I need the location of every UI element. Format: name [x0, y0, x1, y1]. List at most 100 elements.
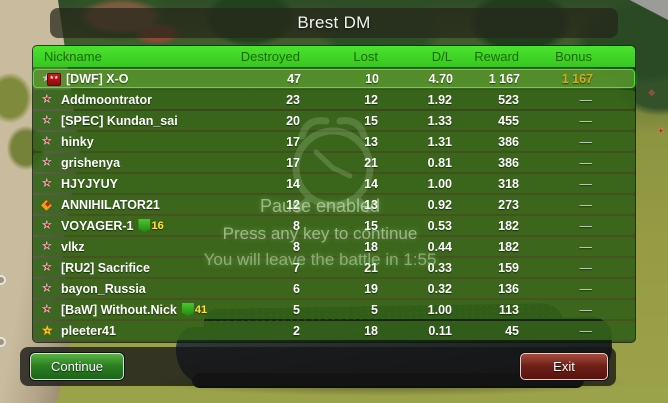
reward-value: 318: [498, 176, 519, 191]
level-shield-icon: [181, 303, 194, 316]
scoreboard-row[interactable]: pleeter41 2 18 0.11 45 —: [33, 321, 635, 340]
destroyed-value: 47: [287, 71, 301, 86]
dl-ratio-value: 0.81: [427, 155, 452, 170]
player-cell: bayon_Russia: [33, 282, 212, 296]
destroyed-value: 17: [286, 134, 300, 149]
rank-star-icon: [41, 114, 56, 128]
player-name: vlkz: [61, 239, 85, 254]
player-name: pleeter41: [61, 323, 116, 338]
player-name: [DWF] X-O: [66, 71, 129, 86]
player-cell: [SPEC] Kundan_sai: [33, 114, 212, 128]
dl-ratio-value: 1.33: [427, 113, 452, 128]
scoreboard-row[interactable]: [RU2] Sacrifice 7 21 0.33 159 —: [33, 258, 635, 277]
reward-value: 182: [498, 239, 519, 254]
scoreboard-row[interactable]: bayon_Russia 6 19 0.32 136 —: [33, 279, 635, 298]
red-marker-icon: ✦: [657, 126, 665, 136]
lost-value: 13: [364, 197, 378, 212]
destroyed-value: 5: [293, 302, 300, 317]
dl-ratio-value: 0.44: [427, 239, 452, 254]
rank-star-icon: [41, 135, 56, 149]
player-name: hinky: [61, 134, 94, 149]
player-cell: HJYJYUY: [33, 177, 212, 191]
player-cell: vlkz: [33, 240, 212, 254]
lost-value: 19: [364, 281, 378, 296]
destroyed-value: 23: [286, 92, 300, 107]
player-name: Addmoontrator: [61, 92, 152, 107]
rank-star-icon: [41, 303, 56, 317]
destroyed-value: 20: [286, 113, 300, 128]
dl-ratio-value: 0.33: [427, 260, 452, 275]
scoreboard-rows: [DWF] X-O 47 10 4.70 1 167 1 167 Addmoontrator…: [33, 69, 635, 340]
player-name: VOYAGER-1: [61, 218, 134, 233]
destroyed-value: 14: [286, 176, 300, 191]
column-header-nickname: Nickname: [44, 49, 102, 64]
lost-value: 10: [365, 71, 379, 86]
player-name: ANNIHILATOR21: [61, 197, 160, 212]
dl-ratio-value: 0.11: [428, 323, 452, 338]
bonus-value: 1 167: [561, 71, 593, 86]
player-name: [BaW] Without.Nick: [61, 302, 177, 317]
reward-value: 1 167: [488, 71, 520, 86]
battle-title: Brest DM: [297, 13, 371, 32]
lost-value: 21: [364, 260, 378, 275]
player-cell: hinky: [33, 135, 212, 149]
dl-ratio-value: 4.70: [428, 71, 453, 86]
edge-object: [0, 337, 6, 347]
lost-value: 5: [371, 302, 378, 317]
scoreboard-row[interactable]: Addmoontrator 23 12 1.92 523 —: [33, 90, 635, 109]
scoreboard-row[interactable]: [BaW] Without.Nick 41 5 5 1.00 113 —: [33, 300, 635, 319]
bonus-value: —: [579, 92, 593, 107]
scoreboard-row[interactable]: VOYAGER-1 16 8 15 0.53 182 —: [33, 216, 635, 235]
dl-ratio-value: 0.32: [427, 281, 452, 296]
bonus-value: —: [579, 176, 593, 191]
bonus-value: —: [579, 197, 593, 212]
scoreboard: Nickname Destroyed Lost D/L Reward Bonus [DWF…: [32, 45, 636, 343]
rank-star-icon: [41, 177, 56, 191]
rank-star-icon: [41, 156, 56, 170]
red-marker-icon: ✦: [648, 88, 656, 98]
dl-ratio-value: 1.00: [427, 302, 452, 317]
continue-button[interactable]: Continue: [30, 353, 125, 380]
lost-value: 12: [364, 92, 378, 107]
dl-ratio-value: 1.31: [427, 134, 452, 149]
dl-ratio-value: 1.92: [427, 92, 452, 107]
exit-button[interactable]: Exit: [520, 353, 608, 380]
scoreboard-row[interactable]: vlkz 8 18 0.44 182 —: [33, 237, 635, 256]
destroyed-value: 12: [286, 197, 300, 212]
scoreboard-row[interactable]: HJYJYUY 14 14 1.00 318 —: [33, 174, 635, 193]
reward-value: 45: [505, 323, 519, 338]
column-header-reward: Reward: [474, 49, 519, 64]
battle-title-bar: Brest DM: [50, 8, 618, 38]
scoreboard-row[interactable]: [SPEC] Kundan_sai 20 15 1.33 455 —: [33, 111, 635, 130]
bottom-action-bar: Continue Exit: [20, 347, 616, 386]
column-header-bonus: Bonus: [555, 49, 592, 64]
player-name: [SPEC] Kundan_sai: [61, 113, 178, 128]
rank-star-icon: [41, 282, 56, 296]
player-cell: VOYAGER-1 16: [33, 219, 212, 233]
reward-value: 182: [498, 218, 519, 233]
scoreboard-row[interactable]: ANNIHILATOR21 12 13 0.92 273 —: [33, 195, 635, 214]
level-badge-value: 16: [151, 219, 164, 232]
lost-value: 15: [364, 113, 378, 128]
dl-ratio-value: 0.53: [427, 218, 452, 233]
column-header-destroyed: Destroyed: [240, 49, 300, 64]
reward-value: 273: [498, 197, 519, 212]
player-cell: [RU2] Sacrifice: [33, 261, 212, 275]
rank-diamond-icon: [41, 198, 56, 212]
destroyed-value: 17: [286, 155, 300, 170]
player-cell: [BaW] Without.Nick 41: [33, 303, 212, 317]
scoreboard-row[interactable]: hinky 17 13 1.31 386 —: [33, 132, 635, 151]
player-name: HJYJYUY: [61, 176, 118, 191]
player-name: [RU2] Sacrifice: [61, 260, 150, 275]
rank-star-icon: [41, 219, 56, 233]
scoreboard-row[interactable]: grishenya 17 21 0.81 386 —: [33, 153, 635, 172]
reward-value: 455: [498, 113, 519, 128]
reward-value: 386: [498, 134, 519, 149]
lost-value: 15: [364, 218, 378, 233]
destroyed-value: 8: [293, 239, 300, 254]
lost-value: 21: [364, 155, 378, 170]
bonus-value: —: [579, 218, 593, 233]
lost-value: 18: [364, 239, 378, 254]
scoreboard-row[interactable]: [DWF] X-O 47 10 4.70 1 167 1 167: [33, 69, 635, 88]
